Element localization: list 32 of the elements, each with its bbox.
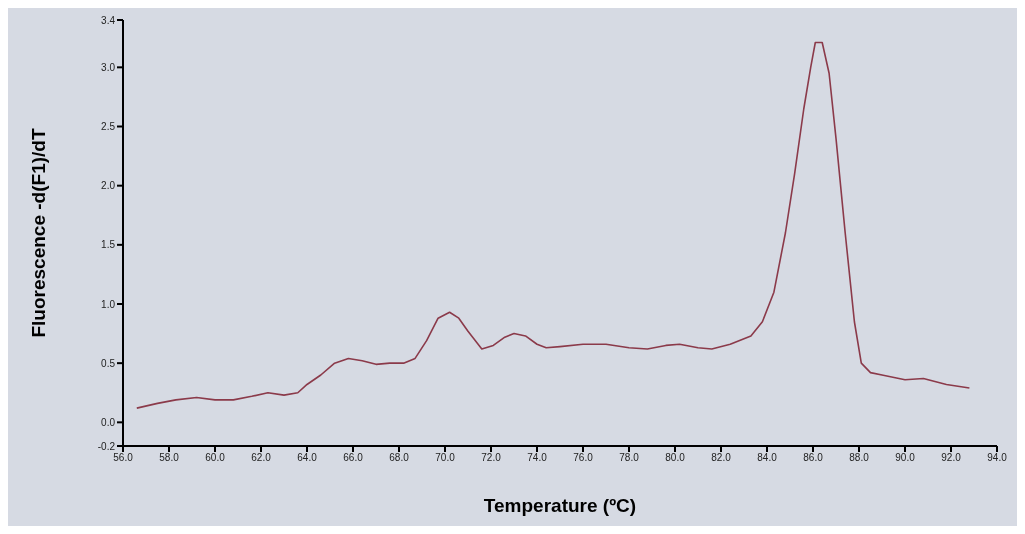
- x-tick-label: 58.0: [159, 452, 180, 464]
- y-tick-label: 3.4: [101, 14, 116, 26]
- x-tick-label: 86.0: [803, 452, 824, 464]
- x-tick-label: 90.0: [895, 452, 916, 464]
- x-tick-label: 78.0: [619, 452, 640, 464]
- y-tick-label: 0.5: [101, 357, 116, 369]
- x-tick-label: 84.0: [757, 452, 778, 464]
- x-tick-label: 82.0: [711, 452, 732, 464]
- y-tick-label: 2.5: [101, 121, 116, 133]
- line-series: [136, 41, 971, 409]
- x-tick-label: 72.0: [481, 452, 502, 464]
- x-tick-label: 66.0: [343, 452, 364, 464]
- x-tick-label: 92.0: [941, 452, 962, 464]
- y-tick-label: 1.0: [101, 298, 116, 310]
- x-tick-label: 70.0: [435, 452, 456, 464]
- x-tick-label: 80.0: [665, 452, 686, 464]
- y-tick-label: -0.2: [97, 440, 116, 452]
- y-axis-title: Fluorescence -d(F1)/dT: [27, 128, 49, 338]
- x-tick-label: 88.0: [849, 452, 870, 464]
- x-tick-label: 94.0: [987, 452, 1008, 464]
- y-tick-label: 2.0: [101, 180, 116, 192]
- x-tick-label: 64.0: [297, 452, 318, 464]
- x-axis-title: Temperature (ºC): [483, 495, 637, 516]
- x-tick-label: 62.0: [251, 452, 272, 464]
- x-tick-label: 56.0: [113, 452, 134, 464]
- y-tick-label: 0.0: [101, 416, 116, 428]
- x-tick-label: 74.0: [527, 452, 548, 464]
- x-tick-label: 68.0: [389, 452, 410, 464]
- x-tick-label: 60.0: [205, 452, 226, 464]
- y-tick-label: 3.0: [101, 61, 116, 73]
- x-tick-label: 76.0: [573, 452, 594, 464]
- y-tick-label: 1.5: [101, 239, 116, 251]
